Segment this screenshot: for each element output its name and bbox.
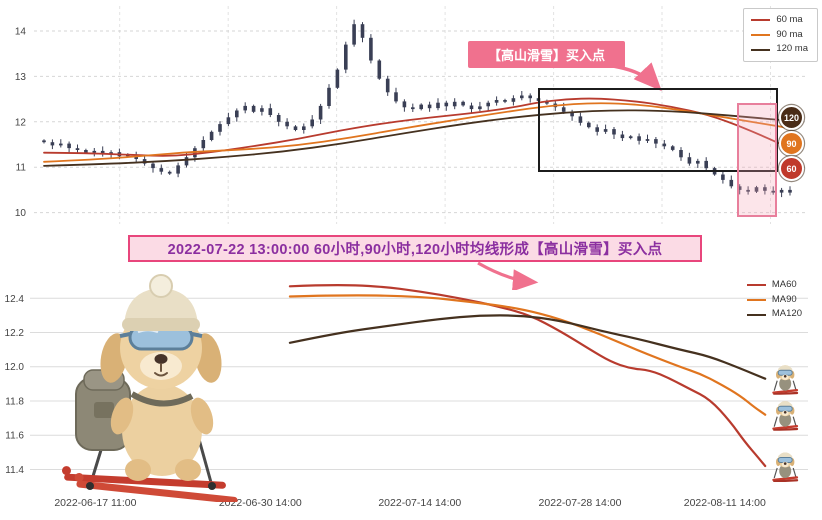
legend-label: 120 ma xyxy=(776,43,808,55)
svg-text:12: 12 xyxy=(15,117,27,128)
top-candlestick-chart: 10 11 12 13 14 xyxy=(15,6,806,224)
svg-text:12.2: 12.2 xyxy=(5,328,25,339)
svg-text:11.6: 11.6 xyxy=(5,431,24,442)
svg-text:2022-06-17 11:00: 2022-06-17 11:00 xyxy=(54,497,136,509)
breakdown-highlight-region xyxy=(737,103,777,217)
svg-text:14: 14 xyxy=(15,27,27,38)
svg-text:11: 11 xyxy=(16,163,27,174)
svg-text:10: 10 xyxy=(15,208,27,219)
legend-label: MA60 xyxy=(771,279,797,290)
legend-item-ma60: MA60 xyxy=(746,278,802,293)
ma120-badge: 120 xyxy=(779,105,804,130)
ma90-line-swatch xyxy=(751,34,771,37)
svg-text:11.8: 11.8 xyxy=(5,397,24,408)
ma90-line-swatch xyxy=(746,299,766,302)
legend-label: 60 ma xyxy=(776,14,803,25)
ma90-badge: 90 xyxy=(779,131,804,156)
legend-item-ma120: MA120 xyxy=(746,307,802,322)
bottom-chart-legend: MA60 MA90 MA120 xyxy=(743,276,806,324)
svg-text:12.4: 12.4 xyxy=(5,294,25,305)
ma60-line-swatch xyxy=(751,19,771,22)
ma60-line-swatch xyxy=(746,284,766,287)
bottom-ma-line-chart: 11.4 11.6 11.8 12.0 12.2 12.4 2022-06-17 11:00… xyxy=(5,284,808,509)
svg-text:2022-07-28 14:00: 2022-07-28 14:00 xyxy=(539,497,622,509)
svg-text:13: 13 xyxy=(15,72,27,83)
legend-item-ma90: MA90 xyxy=(746,293,802,308)
legend-label: 90 ma xyxy=(776,28,803,40)
ma120-line-swatch xyxy=(746,313,766,316)
legend-label: MA120 xyxy=(771,308,802,320)
ski-dog-illustration xyxy=(61,274,238,502)
buy-point-callout: 【高山滑雪】买入点 xyxy=(468,41,625,68)
legend-item-120ma: 120 ma xyxy=(751,42,808,57)
svg-text:12.0: 12.0 xyxy=(5,362,25,373)
ma120-line-swatch xyxy=(751,48,771,51)
svg-text:2022-08-11 14:00: 2022-08-11 14:00 xyxy=(684,497,766,509)
banner-arrow-icon xyxy=(477,261,539,290)
svg-text:2022-07-14 14:00: 2022-07-14 14:00 xyxy=(378,497,461,509)
legend-item-60ma: 60 ma xyxy=(751,13,808,28)
signal-banner: 2022-07-22 13:00:00 60小时,90小时,120小时均线形成【… xyxy=(128,235,702,262)
ma60-badge: 60 xyxy=(779,156,804,181)
consolidation-highlight-box xyxy=(538,88,778,172)
top-chart-legend: 60 ma 90 ma 120 ma xyxy=(743,8,818,63)
legend-label: MA90 xyxy=(771,293,797,305)
svg-text:2022-06-30 14:00: 2022-06-30 14:00 xyxy=(219,497,302,509)
legend-item-90ma: 90 ma xyxy=(751,28,808,43)
svg-text:11.4: 11.4 xyxy=(5,465,24,476)
